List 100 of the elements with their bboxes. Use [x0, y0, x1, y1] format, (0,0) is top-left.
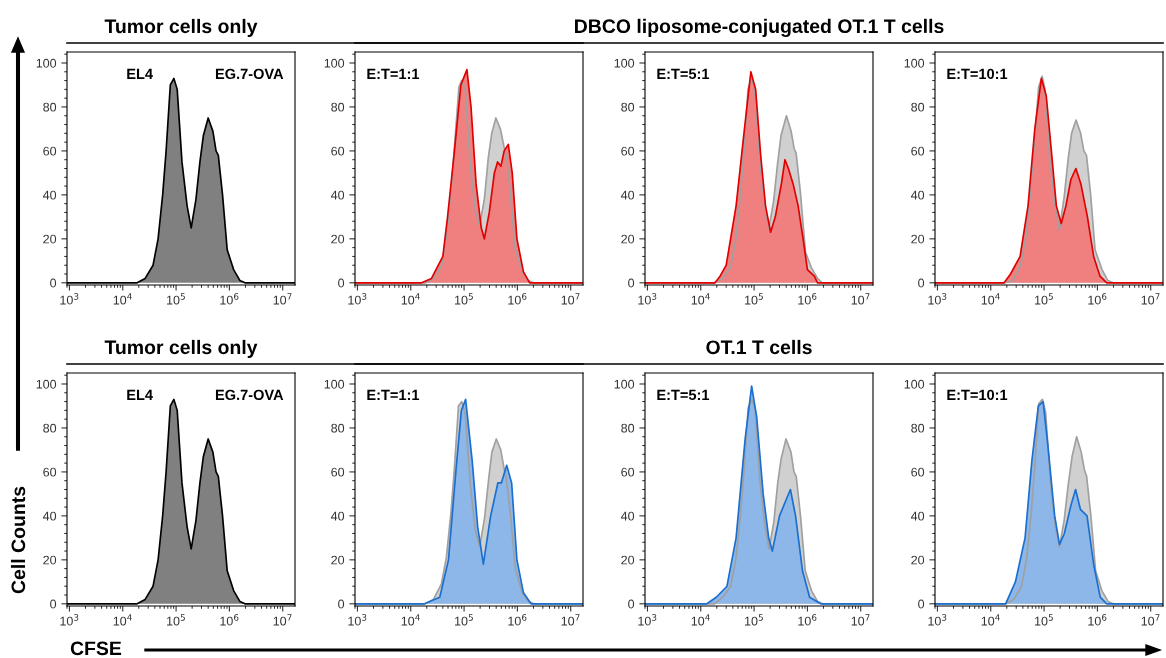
y-tick-label: 20: [621, 555, 635, 565]
y-tick-label: 20: [621, 234, 635, 244]
x-tick-label: 10$^{5}$: [455, 293, 473, 305]
chart-title: OT.1 T cells: [706, 339, 812, 355]
x-tick-label: 10$^{7}$: [1141, 614, 1160, 626]
annotation: EG.7-OVA: [215, 68, 284, 80]
x-tick-label: 10$^{6}$: [508, 614, 527, 626]
y-tick-label: 60: [621, 146, 635, 156]
x-tick-label: 10$^{3}$: [348, 293, 367, 305]
chart-title: Tumor cells only: [104, 18, 258, 37]
annotation: E:T=5:1: [657, 68, 710, 80]
x-tick-label: 10$^{4}$: [691, 293, 710, 305]
y-tick-label: 100: [904, 379, 925, 389]
y-tick-label: 80: [331, 423, 345, 433]
annotation: E:T=1:1: [367, 389, 420, 400]
x-tick-label: 10$^{5}$: [1035, 293, 1053, 305]
y-tick-label: 100: [324, 379, 345, 389]
annotation: EG.7-OVA: [215, 389, 284, 401]
annotation: E:T=1:1: [367, 68, 420, 79]
y-tick-label: 40: [910, 190, 925, 200]
x-tick-label: 10$^{3}$: [928, 293, 947, 305]
x-tick-label: 10$^{5}$: [167, 614, 185, 626]
y-tick-label: 80: [621, 102, 635, 112]
x-tick-label: 10$^{7}$: [851, 614, 870, 626]
x-tick-label: 10$^{3}$: [928, 614, 947, 626]
x-tick-label: 10$^{6}$: [1088, 614, 1107, 626]
x-tick-label: 10$^{6}$: [798, 293, 817, 305]
y-tick-label: 20: [43, 234, 57, 244]
x-axis-title: CFSE: [70, 641, 122, 656]
y-tick-label: 100: [614, 379, 635, 389]
x-tick-label: 10$^{6}$: [220, 614, 239, 626]
y-tick-label: 60: [621, 467, 635, 477]
annotation: EL4: [127, 68, 153, 79]
y-tick-label: 100: [904, 58, 925, 68]
y-tick-label: 100: [324, 58, 345, 68]
x-tick-label: 10$^{7}$: [851, 293, 870, 305]
y-tick-label: 80: [911, 423, 925, 433]
y-tick-label: 100: [614, 58, 635, 68]
y-tick-label: 0: [628, 278, 635, 288]
y-tick-label: 0: [338, 599, 345, 609]
x-tick-label: 10$^{7}$: [1141, 293, 1160, 305]
annotation: E:T=10:1: [947, 389, 1008, 401]
y-tick-label: 60: [331, 467, 345, 477]
x-tick-label: 10$^{6}$: [798, 614, 817, 626]
x-tick-label: 10$^{7}$: [273, 293, 292, 305]
x-tick-label: 10$^{5}$: [455, 614, 473, 626]
chart-title: DBCO liposome-conjugated OT.1 T cells: [575, 18, 944, 37]
y-tick-label: 80: [43, 423, 57, 433]
x-tick-label: 10$^{3}$: [638, 293, 657, 305]
y-tick-label: 20: [43, 555, 57, 565]
x-tick-label: 10$^{6}$: [508, 293, 527, 305]
annotation: E:T=10:1: [947, 68, 1008, 80]
x-tick-label: 10$^{4}$: [691, 614, 710, 626]
y-tick-label: 80: [331, 102, 345, 112]
y-tick-label: 100: [36, 58, 57, 68]
y-tick-label: 60: [43, 467, 57, 477]
y-tick-label: 0: [628, 599, 635, 609]
x-tick-label: 10$^{3}$: [60, 293, 79, 305]
x-tick-label: 10$^{4}$: [113, 293, 132, 305]
y-tick-label: 0: [50, 599, 57, 609]
y-tick-label: 40: [620, 190, 635, 200]
y-tick-label: 100: [36, 379, 57, 389]
x-tick-label: 10$^{4}$: [981, 293, 1000, 305]
x-tick-label: 10$^{3}$: [638, 614, 657, 626]
x-tick-label: 10$^{5}$: [1035, 614, 1053, 626]
y-tick-label: 20: [911, 234, 925, 244]
x-tick-label: 10$^{6}$: [220, 293, 239, 305]
y-tick-label: 0: [918, 599, 925, 609]
x-tick-label: 10$^{5}$: [745, 293, 763, 305]
y-tick-label: 0: [50, 278, 57, 288]
x-tick-label: 10$^{3}$: [348, 614, 367, 626]
y-tick-label: 60: [331, 146, 345, 156]
x-tick-label: 10$^{4}$: [113, 614, 132, 626]
y-tick-label: 40: [42, 511, 57, 521]
y-tick-label: 40: [910, 511, 925, 521]
x-tick-label: 10$^{6}$: [1088, 293, 1107, 305]
x-tick-label: 10$^{7}$: [273, 614, 292, 626]
x-tick-label: 10$^{5}$: [745, 614, 763, 626]
x-tick-label: 10$^{7}$: [561, 293, 580, 305]
y-axis-title: Cell Counts: [10, 486, 26, 594]
y-tick-label: 40: [330, 511, 345, 521]
y-tick-label: 40: [330, 190, 345, 200]
y-tick-label: 40: [42, 190, 57, 200]
y-tick-label: 0: [338, 278, 345, 288]
y-tick-label: 80: [911, 102, 925, 112]
x-tick-label: 10$^{4}$: [981, 614, 1000, 626]
x-tick-label: 10$^{4}$: [401, 293, 420, 305]
y-tick-label: 20: [331, 555, 345, 565]
x-tick-label: 10$^{7}$: [561, 614, 580, 626]
x-tick-label: 10$^{5}$: [167, 293, 185, 305]
y-tick-label: 40: [620, 511, 635, 521]
y-tick-label: 80: [43, 102, 57, 112]
chart-title: Tumor cells only: [104, 339, 258, 358]
y-tick-label: 0: [918, 278, 925, 288]
y-tick-label: 60: [911, 146, 925, 156]
y-tick-label: 80: [621, 423, 635, 433]
annotation: EL4: [127, 389, 153, 400]
annotation: E:T=5:1: [657, 389, 710, 401]
x-tick-label: 10$^{3}$: [60, 614, 79, 626]
y-tick-label: 60: [911, 467, 925, 477]
